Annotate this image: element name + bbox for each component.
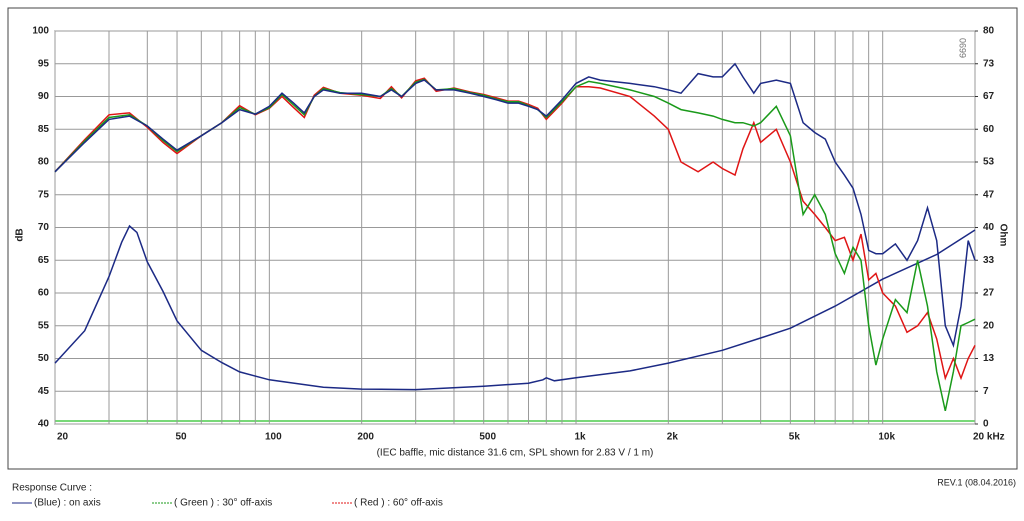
y-axis-label: dB [15,228,26,241]
y-tick-label: 45 [38,386,50,397]
y2-tick-label: 67 [983,91,995,102]
y2-tick-label: 20 [983,320,995,331]
y-tick-label: 50 [38,353,50,364]
x-tick-label: 1k [574,432,586,443]
x-tick-label: 100 [265,432,282,443]
y-tick-label: 75 [38,189,50,200]
y2-tick-label: 53 [983,157,995,168]
x-tick-label: 50 [175,432,187,443]
y2-tick-label: 27 [983,288,995,299]
response-line [54,62,976,348]
y-tick-label: 40 [38,419,50,430]
y2-tick-label: 60 [983,124,995,135]
legend-label: ( Green ) : 30° off-axis [174,498,272,509]
y-tick-label: 95 [38,58,50,69]
y-tick-label: 60 [38,288,50,299]
y2-tick-label: 73 [983,58,995,69]
y-tick-label: 55 [38,320,50,331]
legend-label: ( Red ) : 60° off-axis [354,498,443,509]
x-tick-label: 500 [479,432,496,443]
model-number: 0699 [958,38,968,58]
legend-title: Response Curve : [12,483,92,494]
x-tick-label: 5k [789,432,801,443]
y2-tick-label: 47 [983,189,995,200]
y2-tick-label: 0 [983,419,989,430]
y-tick-label: 90 [38,91,50,102]
x-axis-label: (IEC baffle, mic distance 31.6 cm, SPL s… [377,448,654,459]
revision: REV.1 (08.04.2016) [937,477,1016,487]
y2-tick-label: 7 [983,386,989,397]
y-tick-label: 65 [38,255,50,266]
y2-tick-label: 40 [983,222,995,233]
response-line [54,224,976,391]
y-tick-label: 85 [38,124,50,135]
y-tick-label: 70 [38,222,50,233]
y2-tick-label: 13 [983,353,995,364]
y-tick-label: 100 [32,26,49,37]
x-tick-label: 10k [878,432,895,443]
x-tick-label: 20 [57,432,69,443]
y2-axis-label: Ohm [997,224,1008,247]
y-tick-label: 80 [38,157,50,168]
legend-label: (Blue) : on axis [34,498,101,509]
x-tick-label: 200 [357,432,374,443]
response-line [54,78,976,412]
x-tick-label: 2k [667,432,679,443]
x-tick-label: 20 kHz [973,432,1005,443]
y2-tick-label: 80 [983,26,995,37]
y2-tick-label: 33 [983,255,995,266]
